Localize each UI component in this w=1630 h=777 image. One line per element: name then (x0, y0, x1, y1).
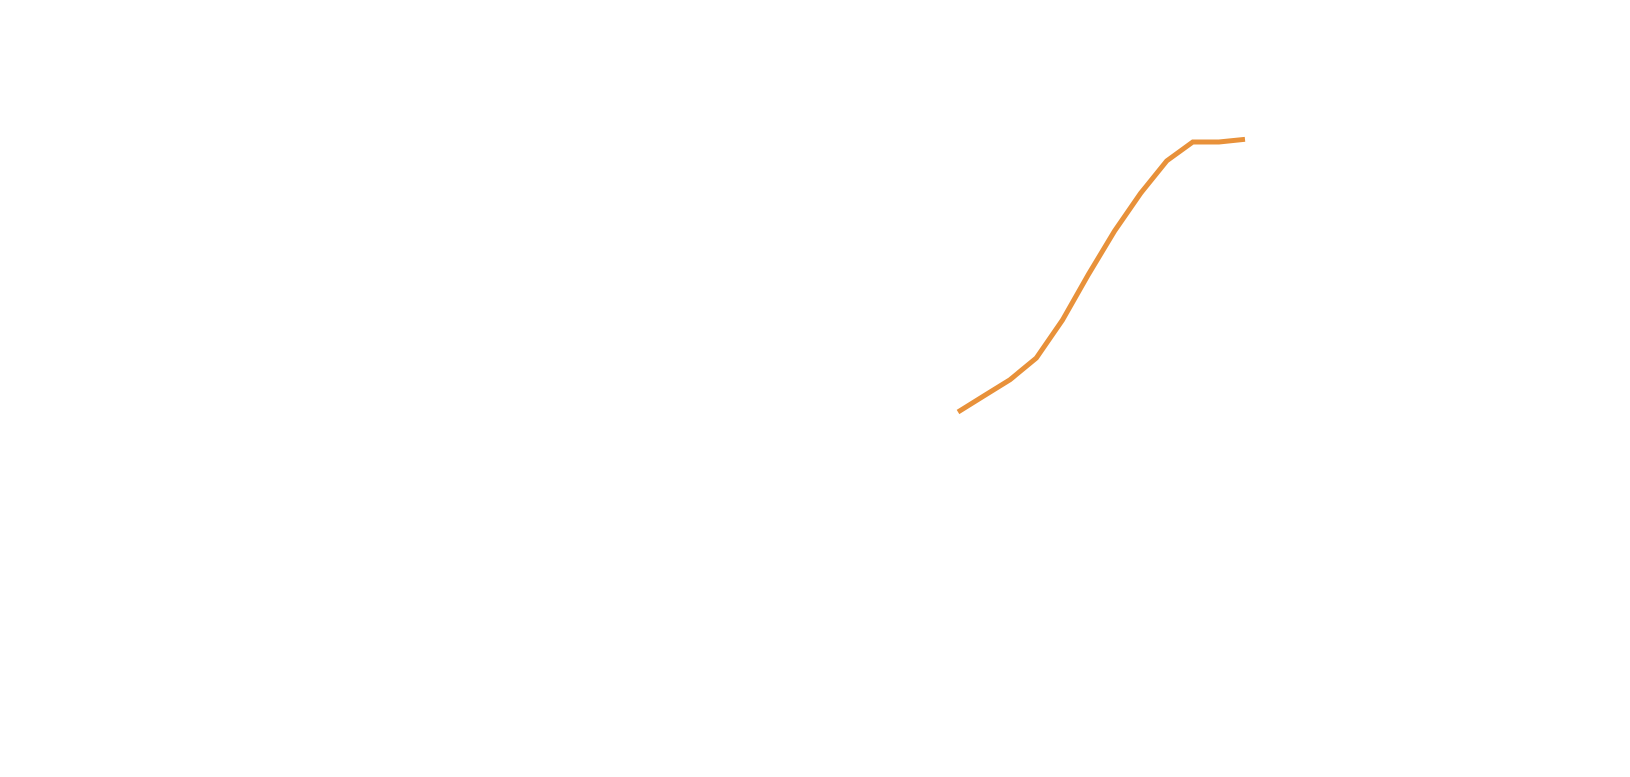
series-line-0 (956, 136, 1246, 415)
series-layer (956, 136, 1246, 415)
